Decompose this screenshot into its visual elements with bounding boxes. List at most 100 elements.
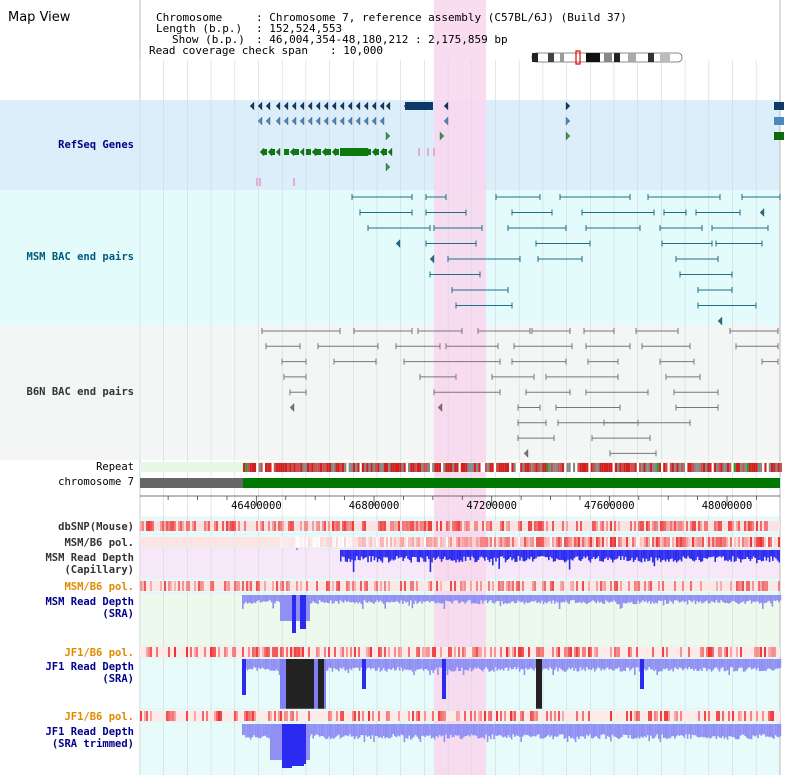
refseq-gene [379, 116, 385, 126]
track-label-msm-b6-pol-sra[interactable]: MSM/B6 pol. [64, 581, 134, 593]
msm-b6-pol-cell [604, 537, 606, 547]
jf1-depth-trimmed-bar [355, 724, 358, 737]
msm-b6-pol-cell [678, 537, 680, 547]
msm-b6-pol-cell [588, 537, 590, 547]
refseq-exon [382, 149, 387, 155]
msm-b6-pol-sra-strip-cell [354, 581, 356, 591]
jf1-b6-pol-strip-cell [204, 647, 206, 657]
msm-depth-capillary-bar [749, 550, 752, 562]
jf1-b6-pol-strip-cell [384, 647, 386, 657]
msm-b6-pol-cell [474, 537, 476, 547]
msm-b6-pol-cell [566, 537, 568, 547]
msm-b6-pol-sra-strip-cell [738, 581, 740, 591]
msm-b6-pol-cell [536, 537, 538, 547]
msm-depth-capillary-bar [596, 550, 598, 559]
msm-depth-sra-bar [547, 595, 550, 602]
msm-depth-sra-bar [408, 595, 410, 606]
msm-depth-capillary-bar [725, 550, 728, 561]
jf1-b6-pol-trimmed-strip-bg [140, 711, 780, 721]
track-label-jf1-depth-trimmed[interactable]: JF1 Read Depth [45, 726, 134, 738]
msm-depth-capillary-bar [720, 550, 723, 558]
track-label-msm-depth-sra[interactable]: MSM Read Depth [45, 596, 134, 608]
track-label-b6n-bac[interactable]: B6N BAC end pairs [26, 386, 134, 398]
msm-depth-sra-bar [366, 595, 369, 604]
track-label-jf1-b6-pol[interactable]: JF1/B6 pol. [64, 647, 134, 659]
repeat-element [388, 463, 391, 472]
track-label-msm-b6-pol[interactable]: MSM/B6 pol. [64, 537, 134, 549]
msm-depth-capillary-bar [512, 550, 515, 559]
repeat-element [339, 463, 342, 472]
track-label-refseq[interactable]: RefSeq Genes [58, 139, 134, 151]
jf1-depth-trimmed-bar [509, 724, 511, 738]
track-label-msm-bac[interactable]: MSM BAC end pairs [26, 251, 134, 263]
jf1-depth-trimmed-bar [352, 724, 354, 737]
msm-b6-pol-cell [402, 537, 404, 547]
track-label-jf1-b6-pol-trimmed[interactable]: JF1/B6 pol. [64, 711, 134, 723]
jf1-depth-sra-bar [680, 659, 682, 669]
jf1-b6-pol-strip-cell [666, 647, 668, 657]
dbsnp-strip-cell [728, 521, 730, 531]
jf1-depth-sra-bar [515, 659, 518, 670]
msm-depth-capillary-bar [610, 550, 612, 560]
jf1-depth-sra-bar [598, 659, 601, 669]
jf1-depth-trimmed-bar [560, 724, 562, 735]
track-label-repeat[interactable]: Repeat [96, 461, 134, 473]
jf1-depth-sra-bar [579, 659, 582, 668]
track-label-msm-depth-capillary[interactable]: MSM Read Depth [45, 552, 134, 564]
msm-depth-sra-bar [576, 595, 578, 603]
jf1-depth-sra-bar [392, 659, 394, 668]
msm-b6-pol-cell [382, 537, 384, 547]
jf1-b6-pol-strip-cell [702, 647, 704, 657]
jf1-depth-sra-bar [331, 659, 334, 672]
msm-depth-sra-bar [350, 595, 353, 603]
jf1-b6-pol-strip-cell [224, 647, 226, 657]
repeat-element [449, 463, 452, 472]
jf1-depth-trimmed-bar [251, 724, 254, 738]
track-label-jf1-depth-sra[interactable]: JF1 Read Depth [45, 661, 134, 673]
repeat-element [751, 463, 754, 472]
jf1-b6-pol-strip-cell [588, 647, 590, 657]
jf1-depth-sra-bar [520, 659, 522, 670]
msm-b6-pol-cell [744, 537, 746, 547]
msm-depth-capillary-bar [549, 550, 552, 557]
dbsnp-strip-cell [720, 521, 722, 531]
repeat-element [694, 463, 697, 472]
jf1-depth-sra-bar [592, 659, 594, 668]
msm-depth-capillary-bar [626, 550, 628, 562]
msm-b6-pol-sra-strip-cell [164, 581, 166, 591]
jf1-depth-sra-bar [248, 659, 250, 669]
jf1-b6-pol-strip-cell [476, 647, 478, 657]
jf1-depth-trimmed-bar [330, 724, 332, 740]
jf1-depth-trimmed-bar [710, 724, 713, 738]
msm-b6-pol-cell [676, 537, 678, 547]
jf1-b6-pol-trimmed-strip-cell [216, 711, 218, 721]
msm-b6-pol-sra-strip-cell [440, 581, 442, 591]
jf1-b6-pol-trimmed-strip-cell [352, 711, 354, 721]
msm-b6-pol-cell [674, 537, 676, 547]
jf1-b6-pol-trimmed-strip-cell [708, 711, 710, 721]
msm-b6-pol-sra-strip-cell [450, 581, 452, 591]
msm-depth-sra-bar [506, 595, 508, 604]
track-label-dbsnp[interactable]: dbSNP(Mouse) [58, 521, 134, 533]
jf1-b6-pol-strip-cell [276, 647, 278, 657]
dbsnp-strip-cell [506, 521, 508, 531]
refseq-gene [339, 101, 345, 111]
jf1-depth-sra-bar [275, 659, 278, 670]
msm-b6-pol-cell [688, 537, 690, 547]
msm-depth-sra-bar [624, 595, 626, 604]
msm-depth-capillary-bar [740, 550, 742, 563]
repeat-element [476, 463, 479, 472]
msm-b6-pol-sra-strip-cell [516, 581, 518, 591]
msm-depth-sra-bar [262, 595, 265, 602]
msm-depth-capillary-bar [650, 550, 652, 558]
dbsnp-strip-cell [164, 521, 166, 531]
msm-depth-sra-bar [779, 595, 782, 601]
jf1-depth-trimmed-bar [461, 724, 463, 740]
msm-b6-pol-sra-strip-cell [276, 581, 278, 591]
msm-depth-capillary-bar [455, 550, 457, 563]
jf1-b6-pol-strip-cell [514, 647, 516, 657]
msm-depth-sra-bar [501, 595, 503, 602]
jf1-depth-trimmed-bar [253, 724, 255, 736]
dbsnp-strip-cell [716, 521, 718, 531]
jf1-b6-pol-trimmed-strip-cell [458, 711, 460, 721]
